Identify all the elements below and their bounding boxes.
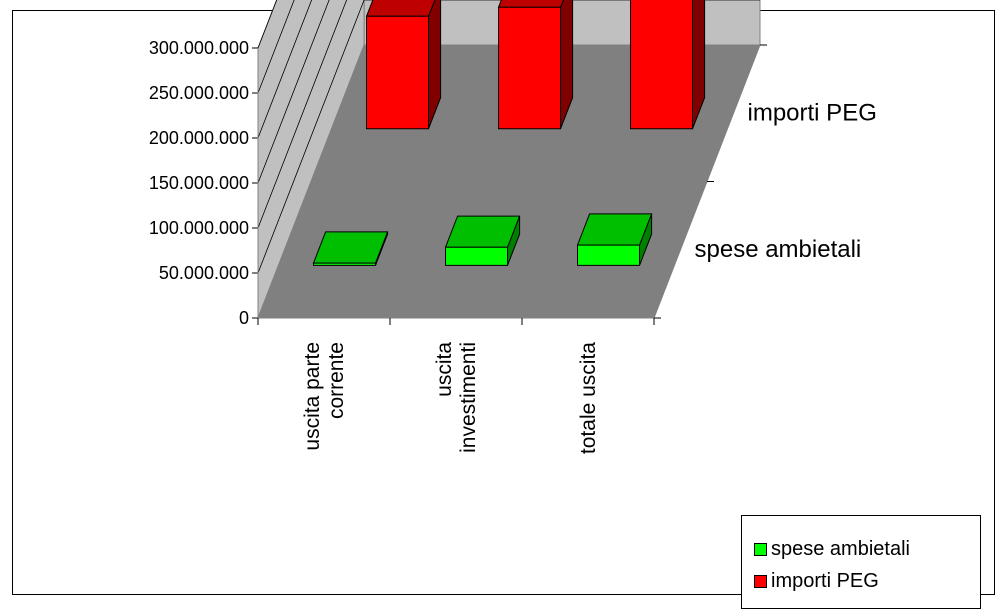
legend-swatch-importi-peg — [754, 574, 767, 588]
legend: spese ambietali importi PEG — [741, 515, 981, 609]
y-tick-label-4: 200.000.000 — [149, 128, 249, 148]
gridline-1 — [257, 0, 760, 274]
bar-spese-ambietali-uscita-parte-corrente-top — [312, 231, 389, 264]
y-tick-label-3: 150.000.000 — [149, 173, 249, 193]
bar-spese-ambietali-uscita-parte-corrente-front — [313, 262, 376, 266]
depth-label-importi-peg: importi PEG — [748, 99, 877, 126]
x-tick-label-totale-uscita: totale uscita — [577, 342, 600, 454]
legend-item-spese-ambietali: spese ambietali — [754, 536, 910, 562]
y-tick-label-5: 250.000.000 — [149, 83, 249, 103]
gridline-3 — [257, 0, 330, 184]
depth-label-spese-ambietali: spese ambietali — [695, 236, 862, 263]
y-tick-label-2: 100.000.000 — [149, 218, 249, 238]
legend-item-importi-peg: importi PEG — [754, 568, 879, 594]
gridline-2 — [257, 0, 348, 229]
bar-spese-ambietali-uscita-investimenti-front — [445, 246, 508, 266]
legend-swatch-spese-ambietali — [754, 542, 767, 556]
legend-label-importi-peg: importi PEG — [771, 569, 879, 592]
gridline-5 — [257, 0, 295, 94]
x-tick-label-uscita-investimenti: uscitainvestimenti — [433, 342, 480, 453]
gridline-4 — [257, 0, 313, 139]
y-tick-label-6: 300.000.000 — [149, 38, 249, 58]
bar-spese-ambietali-totale-uscita-top — [576, 213, 653, 246]
bar-spese-ambietali-uscita-investimenti-top — [444, 215, 521, 248]
bar-importi-peg-uscita-parte-corrente-top — [365, 0, 436, 17]
y-tick-label-0: 0 — [239, 308, 249, 328]
bar-spese-ambietali-totale-uscita-front — [577, 244, 640, 266]
y-tick-label-1: 50.000.000 — [159, 263, 249, 283]
bar-importi-peg-totale-uscita-side — [692, 0, 706, 129]
bar-importi-peg-uscita-investimenti-front — [498, 6, 561, 130]
bar-importi-peg-totale-uscita-front — [630, 0, 693, 130]
legend-label-spese-ambietali: spese ambietali — [771, 537, 910, 560]
x-tick-label-uscita-parte-corrente: uscita partecorrente — [301, 342, 348, 451]
bar-importi-peg-uscita-parte-corrente-front — [366, 15, 429, 130]
